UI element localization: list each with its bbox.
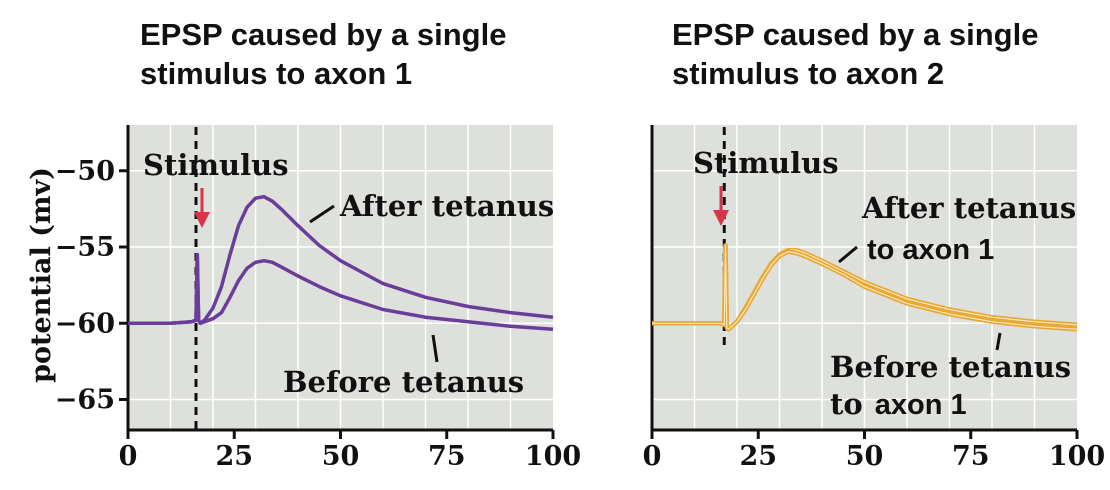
chart-1-y-tick-label: −60 <box>55 308 115 339</box>
chart-1-before-label: Before tetanus <box>283 365 524 399</box>
chart-1-panel: −50 −55 −60 −65 0 25 50 75 100 Stimulus After t… <box>55 125 581 472</box>
chart-1-y-ticks: −50 −55 −60 −65 <box>55 156 128 416</box>
chart-1-after-leader <box>309 204 335 224</box>
chart-1-x-tick-label: 100 <box>525 441 581 472</box>
chart-1-x-ticks: 0 25 50 75 100 <box>119 430 581 472</box>
chart-2-series <box>652 243 1078 332</box>
chart-2-x-ticks: 0 25 50 75 100 <box>643 430 1105 472</box>
chart-2-after-label-line-2: to axon 1 <box>867 234 994 266</box>
chart-1-y-tick-label: −65 <box>55 385 115 416</box>
chart-2-series-2 <box>652 244 1078 330</box>
y-axis-label: potential (mv) <box>26 167 57 383</box>
chart-2-before-label-to: to <box>830 387 863 421</box>
chart-2-after-label-line-1: After tetanus <box>861 191 1076 225</box>
chart-2-panel: 0 25 50 75 100 Stimulus After tetanus to axo… <box>643 125 1105 472</box>
chart-2-title-line-1: EPSP caused by a single <box>672 17 1038 52</box>
chart-1-y-tick-label: −50 <box>55 156 115 187</box>
chart-1-y-tick-label: −55 <box>55 232 115 263</box>
chart-2-x-tick-label: 75 <box>952 441 990 472</box>
chart-2-stimulus-label: Stimulus <box>693 146 839 180</box>
chart-1-stimulus-label: Stimulus <box>143 148 289 182</box>
chart-2-title-line-2: stimulus to axon 2 <box>672 56 944 91</box>
chart-1-stimulus-arrow <box>194 188 210 228</box>
chart-2-after-leader <box>838 245 858 264</box>
chart-1-title-line-1: EPSP caused by a single <box>140 17 506 52</box>
chart-1-x-tick-label: 75 <box>428 441 466 472</box>
chart-1-title-line-2: stimulus to axon 1 <box>140 56 412 91</box>
chart-1-before-leader <box>431 334 439 363</box>
chart-2-x-tick-label: 100 <box>1049 441 1105 472</box>
chart-2-x-tick-label: 50 <box>846 441 884 472</box>
chart-2-before-leader <box>995 332 1002 351</box>
chart-2-before-label-line-1: Before tetanus <box>830 350 1071 384</box>
chart-1-series-2 <box>128 252 554 332</box>
chart-1-series <box>128 194 554 332</box>
chart-1-x-tick-label: 25 <box>215 441 253 472</box>
chart-2-before-label-line-2: to axon 1 <box>830 387 967 421</box>
chart-1-x-tick-label: 0 <box>119 441 138 472</box>
chart-1-after-label: After tetanus <box>339 189 554 223</box>
chart-2-x-tick-label: 25 <box>739 441 777 472</box>
chart-2-x-tick-label: 0 <box>643 441 662 472</box>
chart-2-stimulus-arrow <box>713 186 729 226</box>
chart-2-before-label-axon: axon 1 <box>875 389 967 421</box>
chart-1-x-tick-label: 50 <box>322 441 360 472</box>
